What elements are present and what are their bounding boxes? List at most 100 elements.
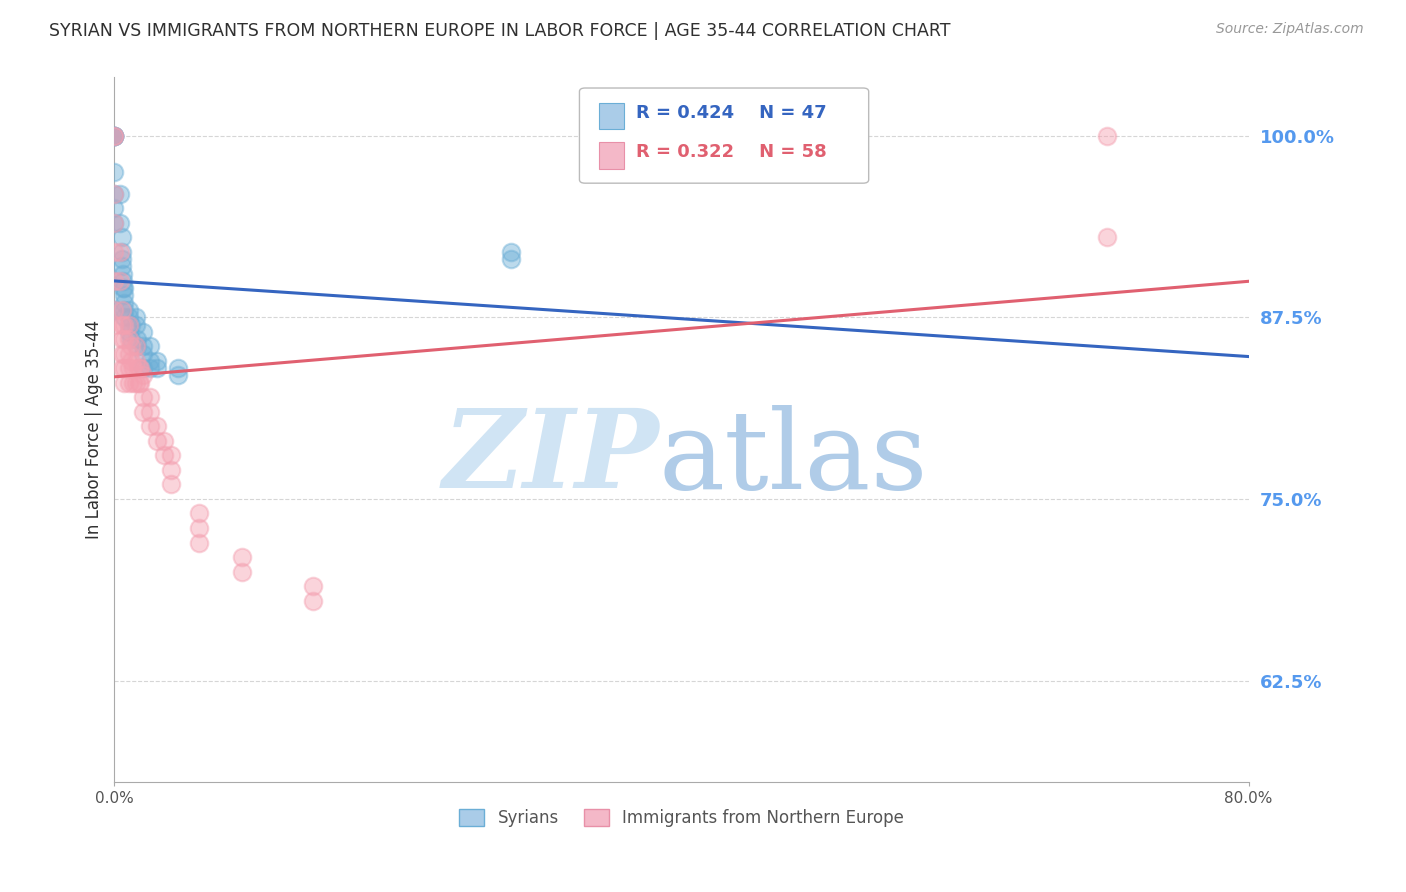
Point [108, 274, 131, 288]
Point [112, 288, 135, 302]
Point [124, 318, 146, 332]
Point [103, 128, 125, 143]
Point [231, 565, 253, 579]
Point [117, 346, 139, 360]
Point [110, 332, 132, 346]
Point [103, 318, 125, 332]
Point [111, 267, 134, 281]
Point [117, 376, 139, 390]
Point [124, 339, 146, 353]
Text: R = 0.322    N = 58: R = 0.322 N = 58 [636, 144, 827, 161]
Text: R = 0.424    N = 47: R = 0.424 N = 47 [636, 103, 827, 121]
Point [108, 244, 131, 259]
Point [103, 128, 125, 143]
Point [110, 244, 132, 259]
Point [160, 463, 183, 477]
Point [121, 376, 143, 390]
Point [139, 354, 162, 368]
Point [132, 405, 155, 419]
Point [103, 303, 125, 318]
Point [120, 354, 142, 368]
Point [132, 390, 155, 404]
Point [103, 186, 125, 201]
Point [110, 230, 132, 244]
Point [103, 244, 125, 259]
Point [146, 361, 169, 376]
Text: Source: ZipAtlas.com: Source: ZipAtlas.com [1216, 22, 1364, 37]
Point [112, 361, 135, 376]
Point [129, 361, 152, 376]
Legend: Syrians, Immigrants from Northern Europe: Syrians, Immigrants from Northern Europe [453, 803, 911, 834]
Point [103, 128, 125, 143]
Point [153, 434, 176, 448]
Point [127, 332, 149, 346]
Point [153, 448, 176, 462]
Point [139, 361, 162, 376]
Point [103, 128, 125, 143]
Point [129, 376, 152, 390]
Point [110, 252, 132, 266]
Point [188, 507, 211, 521]
Bar [599, 103, 624, 129]
Text: SYRIAN VS IMMIGRANTS FROM NORTHERN EUROPE IN LABOR FORCE | AGE 35-44 CORRELATION: SYRIAN VS IMMIGRANTS FROM NORTHERN EUROP… [49, 22, 950, 40]
Point [302, 593, 325, 607]
Point [501, 252, 523, 266]
Point [110, 318, 132, 332]
Point [146, 419, 169, 434]
Point [132, 325, 155, 339]
Point [120, 318, 142, 332]
Point [139, 390, 162, 404]
Point [139, 405, 162, 419]
Point [112, 346, 135, 360]
Point [132, 339, 155, 353]
Point [117, 318, 139, 332]
Point [110, 260, 132, 274]
Point [111, 281, 134, 295]
Point [121, 361, 143, 376]
Point [160, 448, 183, 462]
Point [120, 332, 142, 346]
Point [112, 303, 135, 318]
Bar [599, 143, 624, 169]
Point [1095, 230, 1118, 244]
Y-axis label: In Labor Force | Age 35-44: In Labor Force | Age 35-44 [86, 320, 103, 540]
Point [160, 477, 183, 491]
Point [127, 339, 149, 353]
Point [112, 376, 135, 390]
Point [112, 318, 135, 332]
Point [117, 361, 139, 376]
Point [124, 354, 146, 368]
Point [108, 216, 131, 230]
Point [139, 419, 162, 434]
Point [111, 274, 134, 288]
Point [167, 361, 190, 376]
Point [112, 310, 135, 325]
Point [110, 346, 132, 360]
Point [139, 339, 162, 353]
Point [128, 376, 150, 390]
Point [128, 361, 150, 376]
Text: atlas: atlas [659, 405, 928, 512]
Point [112, 281, 135, 295]
Point [132, 368, 155, 383]
Point [120, 339, 142, 353]
Point [146, 354, 169, 368]
Point [110, 361, 132, 376]
Point [103, 128, 125, 143]
Point [117, 303, 139, 318]
Point [103, 303, 125, 318]
Point [117, 325, 139, 339]
Point [302, 579, 325, 593]
Point [117, 310, 139, 325]
Point [188, 535, 211, 549]
Point [124, 376, 146, 390]
Point [124, 310, 146, 325]
Point [231, 550, 253, 565]
Text: ZIP: ZIP [443, 404, 659, 512]
Point [103, 216, 125, 230]
Point [117, 332, 139, 346]
Point [1095, 128, 1118, 143]
Point [112, 332, 135, 346]
Point [103, 186, 125, 201]
Point [103, 128, 125, 143]
